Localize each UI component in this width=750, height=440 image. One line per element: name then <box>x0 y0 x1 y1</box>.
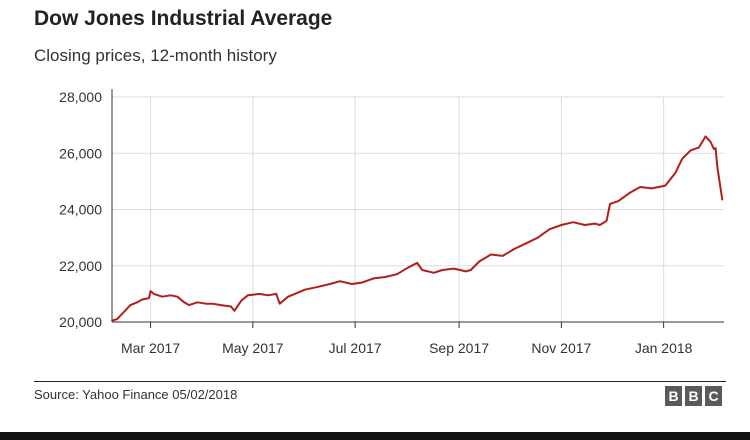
data-point <box>674 172 677 174</box>
data-point <box>714 147 717 149</box>
x-tick-label: Nov 2017 <box>531 340 591 356</box>
data-point <box>258 293 261 295</box>
chart-title: Dow Jones Industrial Average <box>34 7 333 30</box>
data-point <box>339 280 341 283</box>
data-point <box>136 301 138 304</box>
y-tick-label: 28,000 <box>59 89 102 105</box>
data-point <box>513 248 516 250</box>
data-point <box>183 301 185 304</box>
data-point <box>351 283 353 285</box>
data-point <box>501 255 504 257</box>
y-tick-label: 22,000 <box>59 258 102 274</box>
data-point <box>470 269 472 271</box>
bbc-logo-letter: B <box>685 386 702 406</box>
data-point <box>689 149 692 152</box>
data-point <box>247 294 249 297</box>
footer-divider <box>34 381 726 382</box>
data-point <box>713 148 715 150</box>
data-point <box>465 270 467 273</box>
data-point <box>149 290 152 292</box>
data-point <box>169 294 172 297</box>
data-point <box>704 135 707 138</box>
data-point <box>478 260 481 263</box>
data-point <box>525 242 527 245</box>
data-point <box>594 222 596 225</box>
source-note: Source: Yahoo Finance 05/02/2018 <box>34 387 238 402</box>
data-point <box>116 318 118 321</box>
data-point <box>205 302 207 305</box>
data-point <box>584 224 586 226</box>
data-point <box>396 273 398 276</box>
data-point <box>560 224 563 226</box>
data-point <box>548 228 551 230</box>
y-tick-label: 20,000 <box>59 314 102 330</box>
data-point <box>111 319 113 322</box>
data-point <box>721 198 724 201</box>
data-point <box>605 220 608 222</box>
data-point <box>294 293 296 295</box>
data-point <box>211 302 214 305</box>
data-point <box>629 191 631 194</box>
data-point <box>599 224 601 226</box>
data-point <box>129 304 132 306</box>
data-point <box>287 295 289 298</box>
bbc-logo: B B C <box>665 386 722 406</box>
data-point <box>161 295 164 298</box>
y-tick-label: 26,000 <box>59 145 102 161</box>
data-point <box>537 236 539 239</box>
data-point <box>441 269 444 271</box>
data-point <box>709 141 712 143</box>
data-point <box>421 269 424 271</box>
data-point <box>698 146 700 149</box>
data-point <box>329 283 331 285</box>
data-point <box>664 184 667 187</box>
data-point <box>148 297 150 299</box>
x-tick-label: Jan 2018 <box>635 340 693 356</box>
data-point <box>153 293 155 295</box>
bbc-logo-letter: B <box>665 386 682 406</box>
data-point <box>278 302 281 305</box>
data-point <box>384 276 387 278</box>
bottom-border <box>0 432 750 440</box>
x-tick-label: May 2017 <box>222 340 284 356</box>
data-point <box>453 267 455 270</box>
chart-subtitle: Closing prices, 12-month history <box>34 46 277 65</box>
data-point <box>275 293 278 295</box>
data-point <box>716 166 719 168</box>
data-point <box>267 294 269 297</box>
data-point <box>361 281 363 284</box>
data-point <box>651 187 653 190</box>
x-tick-label: Jul 2017 <box>329 340 382 356</box>
data-point <box>122 311 125 314</box>
x-tick-label: Mar 2017 <box>121 340 180 356</box>
data-point <box>639 186 641 188</box>
series-line <box>111 135 724 322</box>
data-point <box>572 221 574 223</box>
x-tick-label: Sep 2017 <box>429 340 489 356</box>
bbc-logo-letter: C <box>705 386 722 406</box>
y-tick-label: 24,000 <box>59 202 102 218</box>
data-point <box>304 288 306 291</box>
data-point <box>176 295 179 298</box>
data-point <box>490 253 492 256</box>
line-chart: 20,000 22,000 24,000 26,000 28,000 Mar 2017 Ma… <box>59 89 724 356</box>
data-point <box>230 305 232 308</box>
data-point <box>372 277 375 280</box>
data-point <box>240 300 242 302</box>
data-point <box>681 158 683 160</box>
data-point <box>416 262 419 264</box>
data-point <box>317 286 320 288</box>
data-point <box>188 304 190 306</box>
data-point <box>141 298 143 301</box>
data-point <box>196 301 199 304</box>
data-point <box>233 310 236 312</box>
data-point <box>220 304 222 306</box>
data-point <box>408 266 410 269</box>
data-point <box>617 200 620 202</box>
data-point <box>609 203 611 205</box>
data-point <box>433 272 435 274</box>
